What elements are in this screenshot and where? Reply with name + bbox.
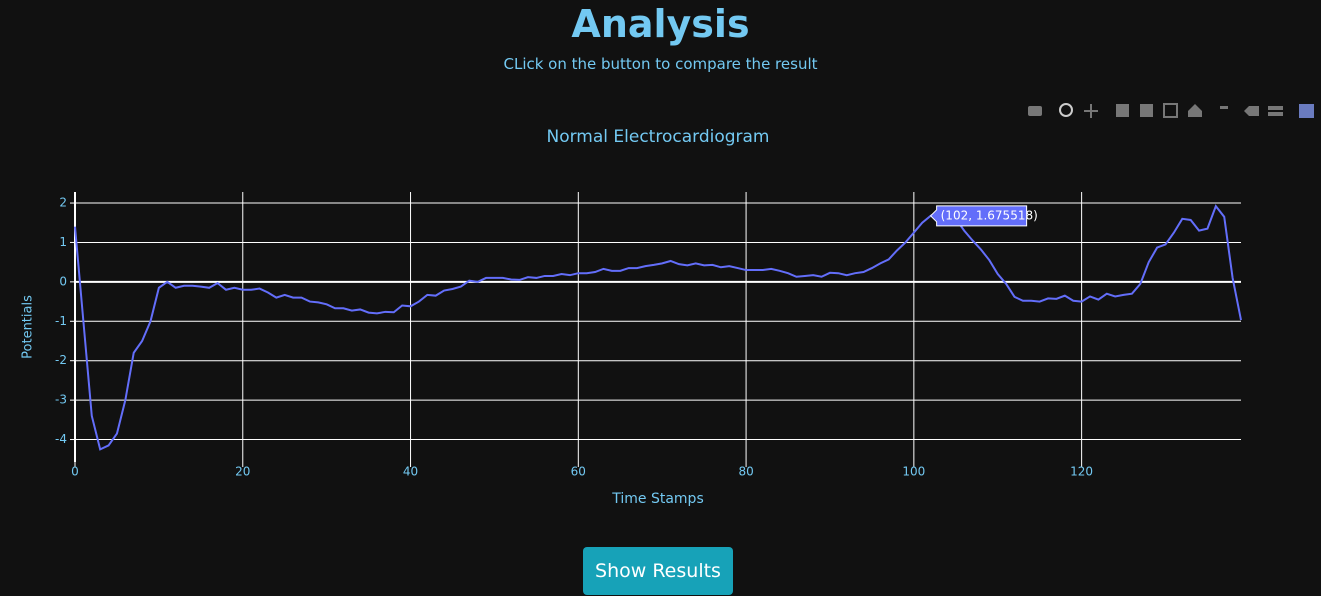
hover-compare-icon[interactable] (1268, 106, 1283, 116)
chart: Normal Electrocardiogram Time Stamps Pot… (21, 103, 1314, 507)
x-tick-label: 40 (403, 465, 418, 479)
autoscale-icon[interactable] (1163, 103, 1178, 118)
data-line (74, 204, 1242, 451)
y-tick-label: -1 (55, 314, 67, 328)
x-tick-label: 20 (235, 465, 250, 479)
x-tick-label: 100 (902, 465, 925, 479)
y-tick-label: 2 (59, 196, 67, 210)
y-tick-label: -4 (55, 432, 67, 446)
modebar[interactable] (1028, 103, 1314, 118)
y-tick-label: -3 (55, 393, 67, 407)
spike-icon[interactable] (1220, 106, 1228, 109)
page-title: Analysis (571, 2, 750, 46)
y-tick-label: -2 (55, 353, 67, 367)
zoom-in-icon[interactable] (1116, 104, 1129, 117)
zoom-icon[interactable] (1059, 103, 1073, 117)
page-subtitle: CLick on the button to compare the resul… (503, 55, 818, 73)
reset-icon[interactable] (1188, 104, 1202, 117)
chart-title: Normal Electrocardiogram (547, 127, 770, 147)
show-results-button[interactable]: Show Results (583, 547, 733, 595)
y-tick-label: 1 (59, 235, 67, 249)
x-tick-label: 120 (1070, 465, 1093, 479)
y-tick-label: 0 (59, 274, 67, 288)
x-tick-label: 60 (571, 465, 586, 479)
zoom-out-icon[interactable] (1140, 104, 1153, 117)
camera-icon[interactable] (1028, 106, 1042, 116)
pan-icon[interactable] (1084, 104, 1098, 118)
hover-label: (102, 1.675518) (941, 208, 1038, 222)
y-axis-label: Potentials (21, 295, 36, 359)
hover-label-box (929, 205, 1028, 227)
x-tick-label: 0 (71, 465, 79, 479)
hover-closest-icon[interactable] (1244, 106, 1259, 116)
x-axis-label: Time Stamps (611, 491, 704, 507)
plotly-logo[interactable] (1299, 104, 1314, 118)
x-tick-label: 80 (738, 465, 753, 479)
